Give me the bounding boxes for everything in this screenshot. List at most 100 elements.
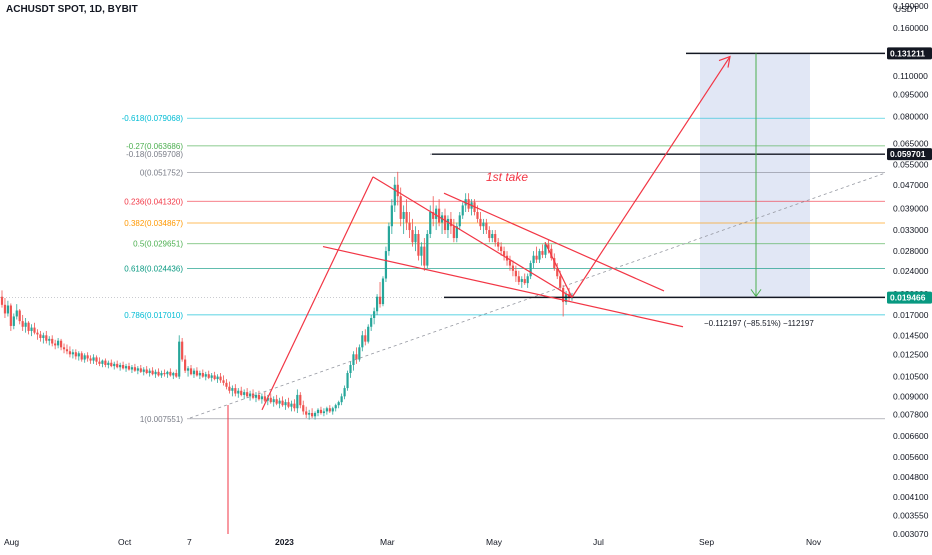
candle-body <box>458 215 461 227</box>
candle-body <box>48 338 51 341</box>
measure-label: −0.112197 (−85.51%) −112197 <box>704 319 814 328</box>
candle-body <box>508 260 512 266</box>
candle-body <box>136 368 139 371</box>
candle-body <box>544 244 547 255</box>
candle-body <box>514 270 517 277</box>
wedge-upper-line <box>372 176 573 298</box>
price-tick-label: 0.007800 <box>893 410 929 420</box>
price-tag-label: 0.059701 <box>890 149 926 159</box>
candle-body <box>319 409 323 414</box>
candle-body <box>51 338 54 344</box>
candle-body <box>502 251 506 256</box>
candle-body <box>411 230 414 243</box>
candle-body <box>27 322 30 331</box>
candle-body <box>80 353 83 360</box>
candle-body <box>204 374 207 377</box>
price-tick-label: 0.024000 <box>893 266 929 276</box>
dashed-trendline <box>189 172 886 419</box>
candle-body <box>243 392 246 395</box>
measure-arrow-head <box>750 289 762 298</box>
price-axis[interactable]: 0.1900000.1600000.1300000.1100000.095000… <box>893 1 929 539</box>
candle-body <box>494 233 497 243</box>
candle-body <box>535 255 538 260</box>
candle-body <box>381 278 385 305</box>
time-tick-label: Nov <box>806 537 822 547</box>
candle-body <box>437 208 441 223</box>
price-tick-label: 0.003070 <box>893 529 929 539</box>
projection-arrow-line <box>571 56 731 298</box>
candle-body <box>331 408 334 412</box>
candle-body <box>541 251 544 255</box>
candle-body <box>62 347 66 350</box>
time-tick-label: Mar <box>380 537 395 547</box>
price-tick-label: 0.039000 <box>893 204 929 214</box>
candle-body <box>207 374 210 378</box>
candle-body <box>15 310 18 317</box>
candle-body <box>148 370 151 374</box>
candle-body <box>210 375 213 378</box>
candle-body <box>405 211 408 223</box>
candle-body <box>263 396 266 401</box>
candle-body <box>234 388 237 394</box>
time-axis[interactable]: Aug Oct 7 2023 Mar May Jul Sep Nov <box>4 537 822 547</box>
fib-label: 0(0.051752) <box>140 168 183 177</box>
candle-body <box>195 370 199 376</box>
fib-label: 0.5(0.029651) <box>133 240 183 249</box>
price-tick-label: 0.190000 <box>893 1 929 11</box>
time-tick-label: Oct <box>118 537 132 547</box>
price-tag-bg <box>887 291 932 304</box>
candle-body <box>33 327 36 333</box>
candle-body <box>485 222 488 231</box>
price-tick-label: 0.004800 <box>893 472 929 482</box>
candle-body <box>36 332 39 335</box>
candle-body <box>98 361 101 364</box>
candle-body <box>384 251 388 279</box>
candle-body <box>184 359 187 371</box>
candle-body <box>113 363 116 367</box>
fib-label: 0.382(0.034867) <box>124 219 183 228</box>
price-tick-label: 0.047000 <box>893 180 929 190</box>
wedge-lower-line <box>322 245 684 328</box>
candle-body <box>222 380 225 383</box>
candle-body <box>172 373 175 376</box>
candle-body <box>0 296 4 305</box>
candle-body <box>107 362 110 365</box>
candle-body <box>340 396 343 403</box>
price-tag-bg <box>887 47 932 60</box>
candle-body <box>95 357 98 362</box>
projection-arrow-head <box>718 55 731 68</box>
candle-body <box>9 305 12 326</box>
candle-body <box>3 304 7 314</box>
candle-body <box>305 411 308 415</box>
price-tick-label: 0.033000 <box>893 225 929 235</box>
candle-body <box>254 394 258 398</box>
candle-body <box>101 360 104 364</box>
candle-body <box>151 370 154 375</box>
candle-body <box>189 368 193 375</box>
candle-body <box>6 305 10 314</box>
candle-body <box>77 353 80 357</box>
candle-body <box>213 375 216 380</box>
candle-body <box>556 268 559 277</box>
candle-body <box>553 258 556 269</box>
fib-label: -0.618(0.079068) <box>122 114 184 123</box>
candle-body <box>352 354 355 365</box>
currency-label: USDT <box>895 4 918 14</box>
fib-label: 1(0.007551) <box>140 415 183 424</box>
candle-body <box>160 373 163 376</box>
candle-body <box>538 251 541 260</box>
candle-body <box>169 371 172 376</box>
candle-body <box>334 405 337 409</box>
candle-body <box>482 222 485 227</box>
candle-body <box>479 218 482 227</box>
candle-body <box>417 233 420 256</box>
price-tick-label: 0.004100 <box>893 492 929 502</box>
candle-body <box>337 402 340 406</box>
candle-body <box>269 397 272 403</box>
fib-label: 0.786(0.017010) <box>124 311 183 320</box>
candle-body <box>110 362 113 367</box>
target-projection-box <box>700 53 810 298</box>
price-tick-label: 0.009000 <box>893 391 929 401</box>
price-tick-label: 0.110000 <box>893 71 928 81</box>
